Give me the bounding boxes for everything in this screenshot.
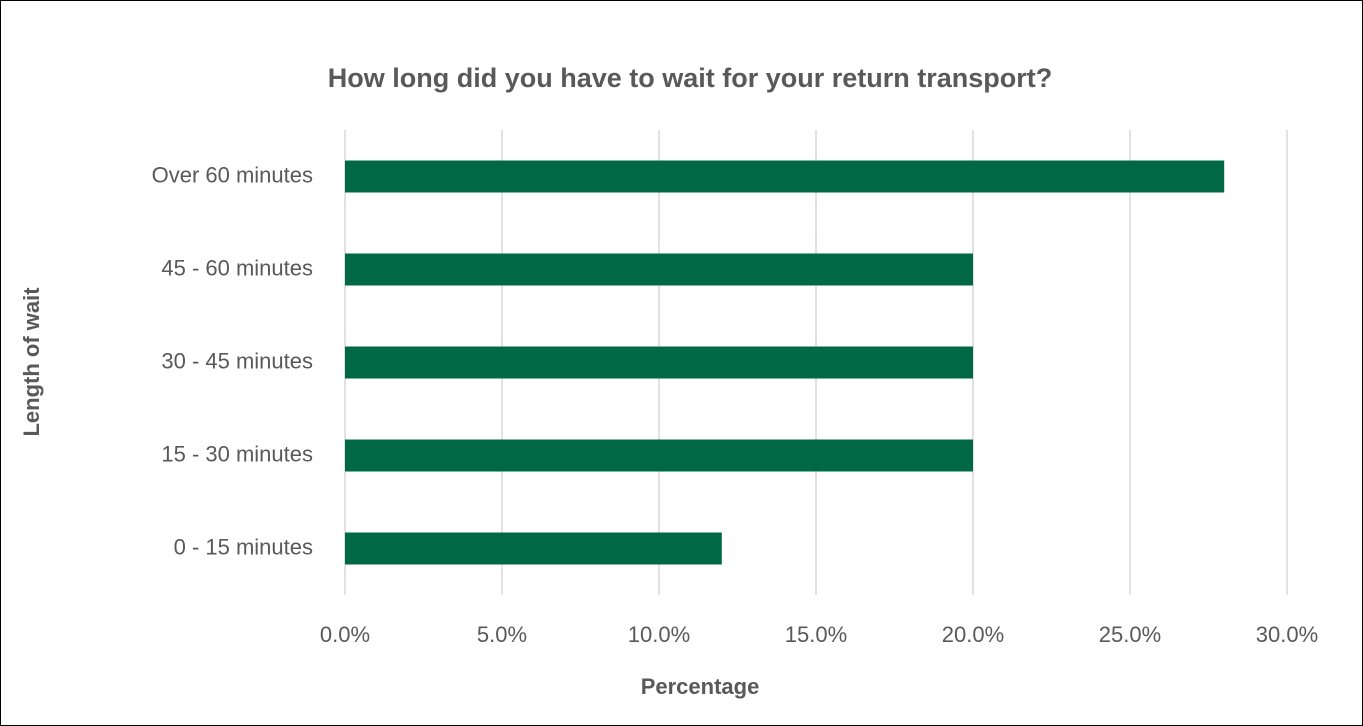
- y-tick-label: Over 60 minutes: [152, 162, 313, 187]
- x-tick-label: 15.0%: [785, 622, 847, 647]
- x-tick-label: 10.0%: [628, 622, 690, 647]
- bar: [345, 253, 973, 286]
- x-tick-label: 25.0%: [1099, 622, 1161, 647]
- y-tick-label: 15 - 30 minutes: [161, 441, 313, 466]
- x-axis-title: Percentage: [641, 674, 760, 699]
- x-tick-label: 5.0%: [477, 622, 527, 647]
- chart-title: How long did you have to wait for your r…: [328, 63, 1053, 93]
- x-tick-label: 0.0%: [320, 622, 370, 647]
- bar: [345, 532, 722, 565]
- y-tick-label: 30 - 45 minutes: [161, 348, 313, 373]
- y-tick-label: 0 - 15 minutes: [174, 534, 313, 559]
- bar: [345, 439, 973, 472]
- bar: [345, 160, 1225, 193]
- bar: [345, 346, 973, 379]
- x-tick-label: 30.0%: [1256, 622, 1318, 647]
- y-axis-title: Length of wait: [19, 287, 44, 437]
- x-tick-label: 20.0%: [942, 622, 1004, 647]
- y-tick-label: 45 - 60 minutes: [161, 255, 313, 280]
